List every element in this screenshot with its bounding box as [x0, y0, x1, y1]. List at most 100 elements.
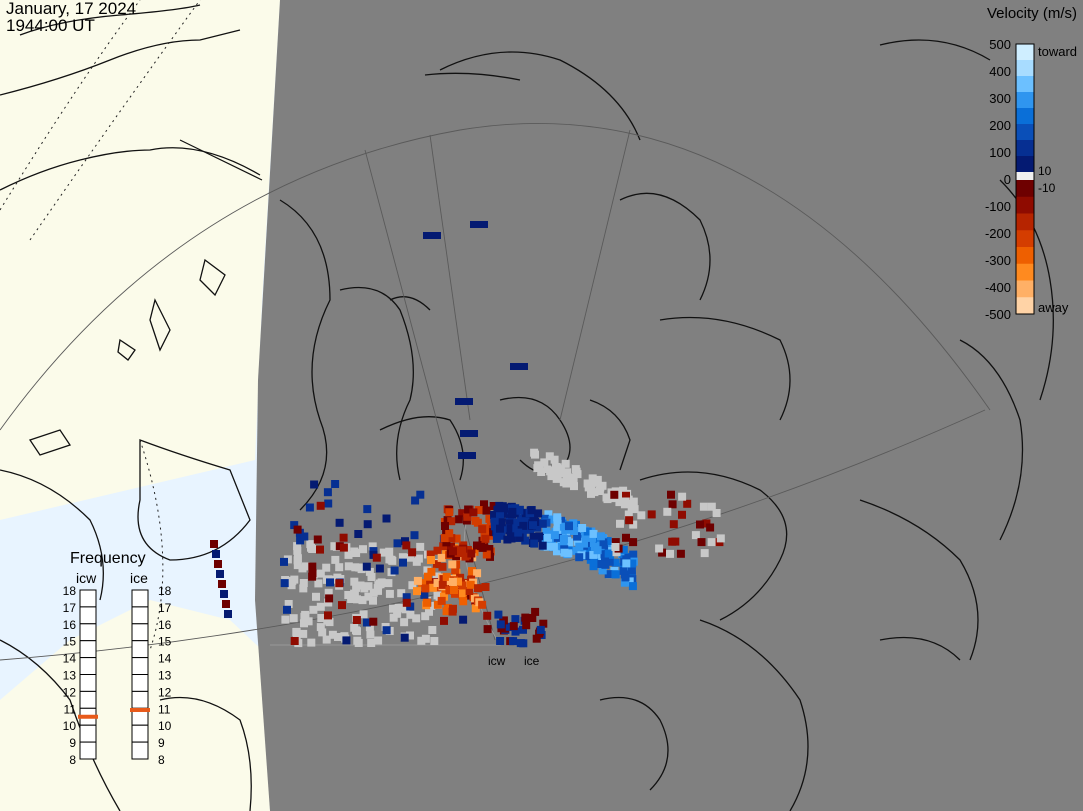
- frequency-tick-label: 17: [63, 601, 77, 615]
- echo-cell: [515, 533, 524, 542]
- date-label: January, 17 2024: [6, 0, 137, 18]
- echo-cell: [401, 537, 409, 546]
- echo-cell: [560, 548, 569, 557]
- echo-cell: [478, 525, 487, 534]
- echo-cell: [496, 512, 504, 521]
- echo-cell: [304, 617, 313, 626]
- echo-cell: [432, 572, 441, 581]
- echo-cell: [578, 524, 587, 532]
- colorbar-segment: [1016, 263, 1034, 281]
- echo-cell: [663, 507, 672, 516]
- echo-cell: [529, 535, 538, 544]
- echo-cell: [538, 541, 547, 550]
- echo-cell: [421, 584, 430, 593]
- echo-cell: [342, 636, 351, 645]
- echo-cell: [420, 590, 429, 599]
- echo-cell: [619, 566, 628, 575]
- frequency-tick-label: 15: [158, 635, 172, 649]
- echo-cell: [427, 556, 435, 564]
- echo-cell: [399, 558, 407, 567]
- colorbar-zero-band: [1016, 172, 1034, 180]
- frequency-cell: [79, 623, 97, 642]
- echo-cell: [565, 522, 573, 531]
- echo-cell: [602, 493, 611, 502]
- echo-cell: [316, 569, 325, 578]
- echo-cell: [293, 561, 302, 570]
- echo-cell: [312, 592, 320, 601]
- echo-cell: [531, 607, 540, 616]
- echo-cell: [402, 593, 411, 602]
- echo-cell: [540, 458, 549, 467]
- colorbar-segment: [1016, 156, 1034, 173]
- echo-cell: [485, 545, 494, 553]
- echo-cell: [513, 518, 522, 527]
- echo-cell: [497, 518, 506, 527]
- echo-cell: [482, 550, 491, 559]
- echo-cell: [527, 506, 536, 515]
- echo-cell: [616, 519, 624, 528]
- echo-cell: [502, 504, 511, 513]
- echo-cell: [352, 583, 361, 592]
- echo-cell: [471, 516, 480, 525]
- time-label: 1944:00 UT: [6, 16, 95, 35]
- frequency-cell: [131, 741, 149, 760]
- colorbar-segment: [1016, 230, 1034, 248]
- colorbar-segment: [1016, 140, 1034, 157]
- echo-cell: [519, 639, 528, 648]
- radar-label-icw: icw: [488, 654, 506, 668]
- echo-cell: [482, 506, 491, 515]
- echo-cell: [353, 595, 361, 604]
- echo-cell: [382, 514, 391, 523]
- echo-cell: [543, 542, 552, 551]
- echo-cell: [367, 573, 376, 581]
- echo-cell: [683, 499, 692, 508]
- echo-cell: [630, 505, 639, 514]
- echo-cell: [490, 511, 499, 519]
- echo-cell: [501, 624, 510, 633]
- colorbar-tick-label: 200: [989, 118, 1011, 133]
- echo-cell: [411, 496, 420, 505]
- colorbar-toward-label: toward: [1038, 44, 1077, 59]
- echo-cell: [283, 605, 291, 614]
- night-shade: [255, 0, 1083, 811]
- echo-cell: [588, 474, 597, 483]
- echo-cell: [417, 636, 426, 645]
- echo-cell: [449, 547, 457, 556]
- echo-cell: [647, 510, 656, 519]
- echo-cell: [593, 475, 602, 484]
- echo-cell: [292, 632, 301, 641]
- echo-cell: [621, 497, 630, 506]
- echo-cell: [496, 620, 505, 629]
- echo-cell: [362, 562, 371, 571]
- echo-cell: [313, 535, 322, 544]
- echo-cell: [521, 536, 530, 545]
- colorbar-tick-label: -400: [985, 280, 1011, 295]
- echo-cell: [470, 221, 488, 228]
- echo-cell: [382, 626, 391, 635]
- echo-cell: [459, 597, 468, 606]
- echo-cell: [458, 546, 467, 555]
- echo-cell: [433, 546, 442, 555]
- echo-cell: [620, 578, 629, 587]
- frequency-marker: [130, 707, 150, 712]
- echo-cell: [669, 520, 678, 529]
- echo-cell: [410, 531, 419, 540]
- echo-cell: [550, 531, 559, 540]
- frequency-tick-label: 14: [158, 652, 172, 666]
- echo-cell: [406, 553, 415, 562]
- echo-cell: [697, 538, 706, 547]
- echo-cell: [289, 614, 298, 623]
- echo-cell: [624, 510, 633, 519]
- echo-cell: [666, 549, 674, 558]
- colorbar-segment: [1016, 92, 1034, 109]
- frequency-cell: [79, 657, 97, 675]
- echo-cell: [331, 555, 340, 564]
- echo-cell: [421, 634, 430, 643]
- echo-cell: [340, 632, 349, 641]
- echo-cell: [668, 500, 677, 509]
- echo-cell: [433, 591, 442, 600]
- frequency-tick-label: 8: [158, 753, 165, 767]
- echo-cell: [556, 469, 564, 478]
- echo-cell: [416, 542, 425, 551]
- echo-cell: [322, 635, 331, 644]
